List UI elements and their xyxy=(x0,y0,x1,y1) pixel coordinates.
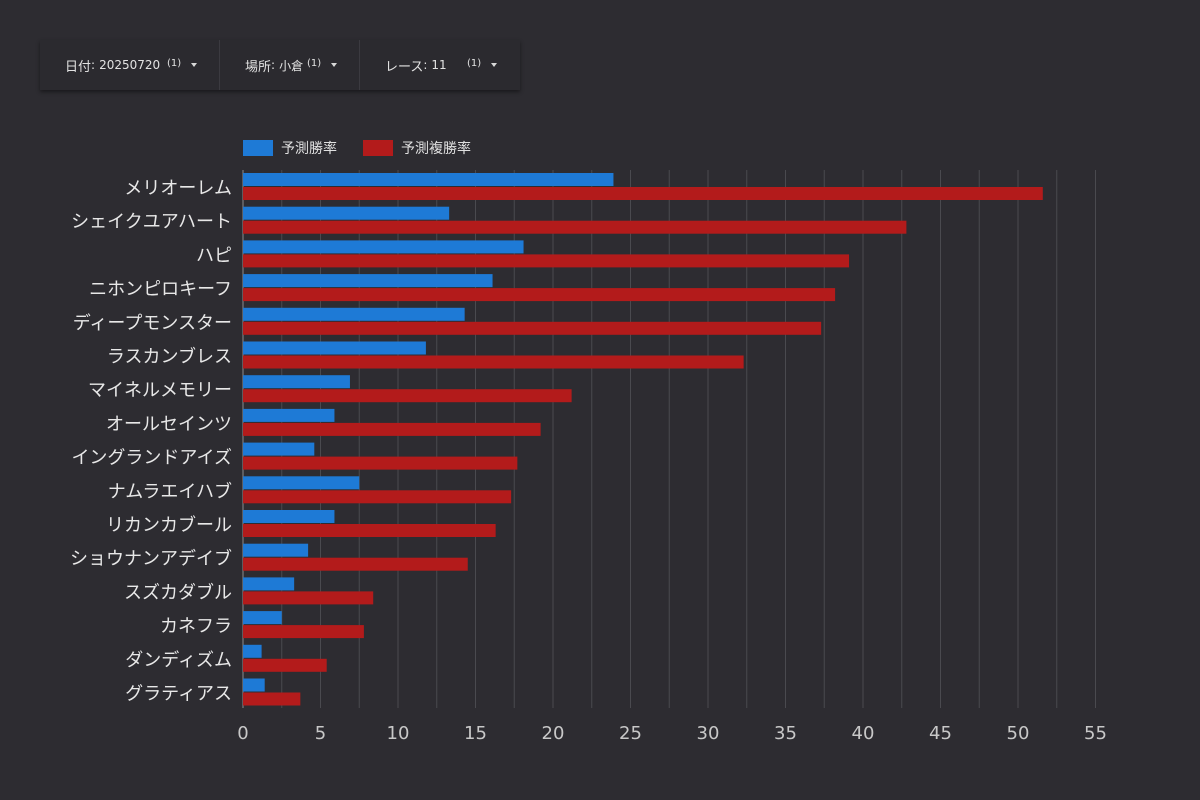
category-label: ディープモンスター xyxy=(73,313,232,334)
legend-label: 予測複勝率 xyxy=(401,140,471,157)
bar xyxy=(243,510,335,523)
venue-filter-label: 場所 xyxy=(245,59,272,75)
bar xyxy=(243,543,309,557)
bar xyxy=(243,442,315,456)
race-filter-value: 11 xyxy=(431,58,447,72)
x-tick-label: 15 xyxy=(464,723,487,744)
category-label: ダンディズム xyxy=(125,650,232,671)
bar xyxy=(243,524,496,537)
caret-down-icon[interactable] xyxy=(331,63,337,67)
bar xyxy=(243,254,850,268)
bar xyxy=(243,288,836,302)
bar xyxy=(243,611,282,625)
bar xyxy=(243,220,907,234)
bar xyxy=(243,408,335,422)
x-tick-label: 25 xyxy=(619,723,642,744)
legend-swatch xyxy=(243,140,273,156)
date-filter-count: (1) xyxy=(167,58,182,69)
bar xyxy=(243,644,262,658)
bar xyxy=(243,274,493,288)
bar xyxy=(243,678,265,692)
category-label: グラティアス xyxy=(125,684,232,705)
bar xyxy=(243,389,572,403)
category-label: ニホンピロキーフ xyxy=(89,279,232,300)
x-tick-label: 10 xyxy=(387,723,410,744)
date-filter-label: 日付 xyxy=(65,59,92,75)
filter-bar: 日付: 20250720 (1) 場所: 小倉 (1) レース: 11 (1) xyxy=(40,40,520,90)
bar xyxy=(243,321,822,335)
bar xyxy=(243,307,465,321)
x-tick-label: 30 xyxy=(697,723,720,744)
bar xyxy=(243,577,295,591)
bar xyxy=(243,625,364,639)
x-tick-label: 50 xyxy=(1007,723,1030,744)
bar xyxy=(243,206,450,220)
race-filter-count: (1) xyxy=(467,58,482,69)
venue-filter-value: 小倉 xyxy=(279,58,304,73)
race-filter[interactable]: レース: 11 (1) xyxy=(360,40,520,90)
category-label: オールセインツ xyxy=(106,414,232,435)
bar xyxy=(243,341,426,355)
category-label: メリオーレム xyxy=(124,178,232,199)
bar xyxy=(243,490,512,504)
category-label: マイネルメモリー xyxy=(88,380,232,401)
race-filter-label: レース xyxy=(385,59,424,75)
x-tick-label: 40 xyxy=(852,723,875,744)
category-label: スズカダブル xyxy=(124,581,232,603)
category-label: ハピ xyxy=(196,245,232,266)
legend-label: 予測勝率 xyxy=(281,140,337,157)
bar xyxy=(243,557,468,571)
category-label: イングランドアイズ xyxy=(71,448,232,469)
bar xyxy=(243,240,524,254)
bar xyxy=(243,476,360,490)
venue-filter[interactable]: 場所: 小倉 (1) xyxy=(220,40,360,90)
caret-down-icon[interactable] xyxy=(491,63,497,67)
category-label: ラスカンブレス xyxy=(107,346,232,368)
venue-filter-count: (1) xyxy=(307,58,322,69)
category-label: リカンカブール xyxy=(106,514,232,536)
category-label: カネフラ xyxy=(160,616,232,637)
bar xyxy=(243,187,1043,200)
bar xyxy=(243,422,541,436)
date-filter[interactable]: 日付: 20250720 (1) xyxy=(40,40,220,90)
x-tick-label: 5 xyxy=(315,723,326,744)
bar xyxy=(243,658,327,672)
bar xyxy=(243,375,350,389)
category-label: シェイクユアハート xyxy=(71,212,232,233)
date-filter-value: 20250720 xyxy=(99,58,161,72)
x-tick-label: 0 xyxy=(237,723,248,744)
bar xyxy=(243,456,518,470)
x-tick-label: 45 xyxy=(929,723,952,744)
bar xyxy=(243,591,374,605)
bar xyxy=(243,355,744,369)
x-tick-label: 20 xyxy=(542,723,565,744)
x-tick-label: 55 xyxy=(1084,723,1107,744)
category-label: ショウナンアデイブ xyxy=(70,548,232,570)
bar xyxy=(243,692,301,706)
bar xyxy=(243,173,614,186)
caret-down-icon[interactable] xyxy=(191,63,197,67)
legend-swatch xyxy=(363,140,393,156)
x-tick-label: 35 xyxy=(774,723,797,744)
category-label: ナムラエイハブ xyxy=(108,480,232,502)
